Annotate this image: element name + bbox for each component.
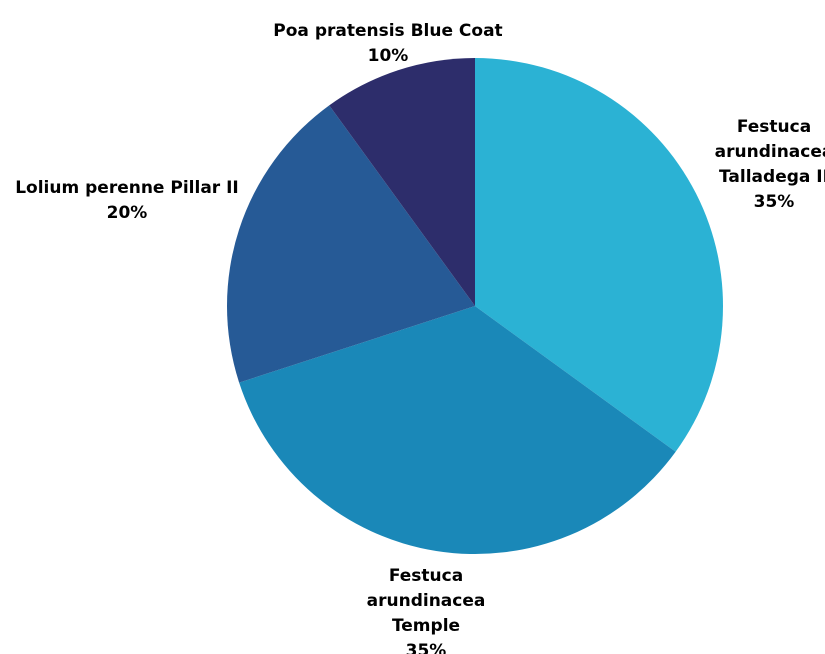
pie-label-1: Festuca arundinacea Talladega II 35% [715,117,825,212]
slice-value-label: 10% [368,46,409,66]
slice-label-text: arundinacea [715,142,825,162]
slice-label-text: Temple [392,616,460,636]
slice-label-text: arundinacea [367,591,486,611]
slice-label-text: Festuca [389,566,463,586]
pie-label-3: Lolium perenne Pillar II 20% [15,178,239,223]
slice-value-label: 35% [754,192,795,212]
pie-label-2: Festuca arundinacea Temple 35% [367,566,486,654]
slice-label-text: Talladega II [719,167,825,187]
slice-value-label: 35% [406,641,447,654]
pie-slices [227,58,723,554]
slice-label-text: Poa pratensis Blue Coat [273,21,502,41]
slice-label-text: Lolium perenne Pillar II [15,178,239,198]
slice-value-label: 20% [107,203,148,223]
slice-label-text: Festuca [737,117,811,137]
